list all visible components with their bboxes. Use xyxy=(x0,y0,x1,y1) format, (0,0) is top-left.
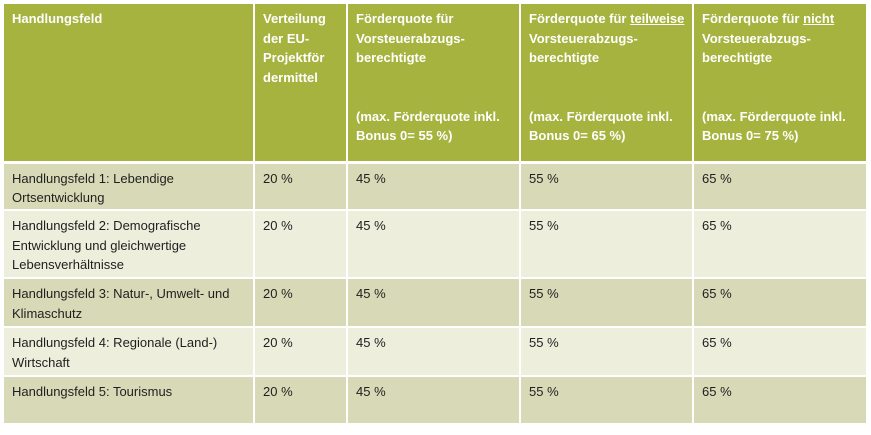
cell-quote-vorsteuer: 45 % xyxy=(346,210,521,279)
cell-verteilung: 20 % xyxy=(253,210,348,279)
cell-quote-nicht: 65 % xyxy=(692,210,866,279)
cell-handlungsfeld: Handlungsfeld 3: Natur-, Umwelt- und Kli… xyxy=(4,278,255,328)
header-quote-nicht-note: (max. Förderquote inkl. Bonus 0= 75 %) xyxy=(702,108,846,144)
header-quote-vorsteuer-note: (max. Förderquote inkl. Bonus 0= 55 %) xyxy=(356,108,500,144)
cell-verteilung: 20 % xyxy=(253,162,348,211)
cell-quote-nicht: 65 % xyxy=(692,327,866,377)
header-quote-vorsteuer: Förderquote für Vorsteuerabzugs-berechti… xyxy=(346,4,521,164)
cell-quote-vorsteuer: 45 % xyxy=(346,327,521,377)
cell-verteilung: 20 % xyxy=(253,278,348,328)
header-quote-teilweise-pre: Förderquote für xyxy=(529,11,627,26)
header-quote-nicht-post: Vorsteuerabzugs-berechtigte xyxy=(702,30,811,66)
header-handlungsfeld: Handlungsfeld xyxy=(4,4,255,164)
cell-quote-nicht: 65 % xyxy=(692,162,866,211)
header-handlungsfeld-label: Handlungsfeld xyxy=(12,11,103,26)
table-row: Handlungsfeld 2: Demografische Entwicklu… xyxy=(4,210,866,279)
funding-table: Handlungsfeld Verteilung der EU-Projektf… xyxy=(4,4,866,425)
header-quote-teilweise-post: Vorsteuerabzugs-berechtigte xyxy=(529,30,638,66)
cell-quote-teilweise: 55 % xyxy=(519,278,694,328)
cell-handlungsfeld: Handlungsfeld 2: Demografische Entwicklu… xyxy=(4,210,255,279)
cell-handlungsfeld: Handlungsfeld 1: Lebendige Ortsentwicklu… xyxy=(4,162,255,211)
header-quote-nicht-pre: Förderquote für xyxy=(702,11,800,26)
cell-quote-vorsteuer: 45 % xyxy=(346,376,521,425)
header-row: Handlungsfeld Verteilung der EU-Projektf… xyxy=(4,4,866,164)
cell-quote-teilweise: 55 % xyxy=(519,376,694,425)
header-verteilung: Verteilung der EU-Projektför dermittel xyxy=(253,4,348,164)
cell-quote-teilweise: 55 % xyxy=(519,162,694,211)
cell-quote-vorsteuer: 45 % xyxy=(346,162,521,211)
header-quote-teilweise-emph: teilweise xyxy=(630,11,685,26)
cell-quote-vorsteuer: 45 % xyxy=(346,278,521,328)
header-quote-vorsteuer-label: Förderquote für Vorsteuerabzugs-berechti… xyxy=(356,11,465,65)
header-quote-teilweise-note: (max. Förderquote inkl. Bonus 0= 65 %) xyxy=(529,108,673,144)
cell-verteilung: 20 % xyxy=(253,327,348,377)
table-row: Handlungsfeld 1: Lebendige Ortsentwicklu… xyxy=(4,162,866,211)
header-quote-teilweise: Förderquote für teilweise Vorsteuerabzug… xyxy=(519,4,694,164)
table-body: Handlungsfeld 1: Lebendige Ortsentwicklu… xyxy=(4,162,866,425)
cell-quote-nicht: 65 % xyxy=(692,376,866,425)
cell-handlungsfeld: Handlungsfeld 4: Regionale (Land-) Wirts… xyxy=(4,327,255,377)
header-quote-nicht: Förderquote für nicht Vorsteuerabzugs-be… xyxy=(692,4,866,164)
cell-verteilung: 20 % xyxy=(253,376,348,425)
cell-quote-nicht: 65 % xyxy=(692,278,866,328)
table-row: Handlungsfeld 3: Natur-, Umwelt- und Kli… xyxy=(4,278,866,328)
cell-quote-teilweise: 55 % xyxy=(519,210,694,279)
table-row: Handlungsfeld 4: Regionale (Land-) Wirts… xyxy=(4,327,866,377)
cell-handlungsfeld: Handlungsfeld 5: Tourismus xyxy=(4,376,255,425)
table-header: Handlungsfeld Verteilung der EU-Projektf… xyxy=(4,4,866,164)
cell-quote-teilweise: 55 % xyxy=(519,327,694,377)
table-row: Handlungsfeld 5: Tourismus 20 % 45 % 55 … xyxy=(4,376,866,425)
header-verteilung-label: Verteilung der EU-Projektför dermittel xyxy=(263,11,326,85)
header-quote-nicht-emph: nicht xyxy=(803,11,835,26)
